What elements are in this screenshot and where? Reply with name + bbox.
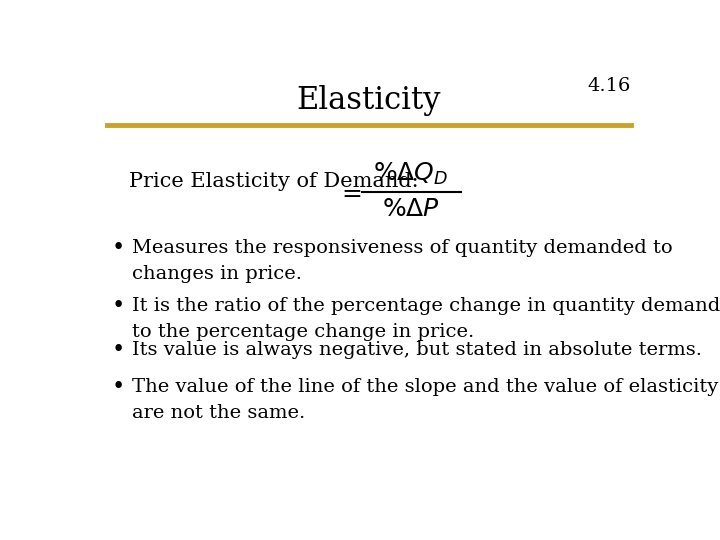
Text: $\%\Delta P$: $\%\Delta P$ — [382, 198, 440, 221]
Text: It is the ratio of the percentage change in quantity demanded: It is the ratio of the percentage change… — [132, 297, 720, 315]
Text: Elasticity: Elasticity — [297, 85, 441, 116]
Text: changes in price.: changes in price. — [132, 265, 302, 282]
Text: •: • — [112, 376, 125, 398]
Text: Its value is always negative, but stated in absolute terms.: Its value is always negative, but stated… — [132, 341, 702, 359]
Text: The value of the line of the slope and the value of elasticity: The value of the line of the slope and t… — [132, 378, 718, 396]
Text: to the percentage change in price.: to the percentage change in price. — [132, 323, 474, 341]
Text: Measures the responsiveness of quantity demanded to: Measures the responsiveness of quantity … — [132, 239, 672, 256]
Text: 4.16: 4.16 — [588, 77, 631, 94]
Text: •: • — [112, 237, 125, 259]
Text: •: • — [112, 339, 125, 361]
Text: are not the same.: are not the same. — [132, 404, 305, 422]
Text: $\%\Delta Q_D$: $\%\Delta Q_D$ — [373, 160, 449, 187]
Text: Price Elasticity of Demand:: Price Elasticity of Demand: — [129, 172, 419, 191]
Text: •: • — [112, 295, 125, 317]
Text: $=$: $=$ — [337, 180, 362, 204]
